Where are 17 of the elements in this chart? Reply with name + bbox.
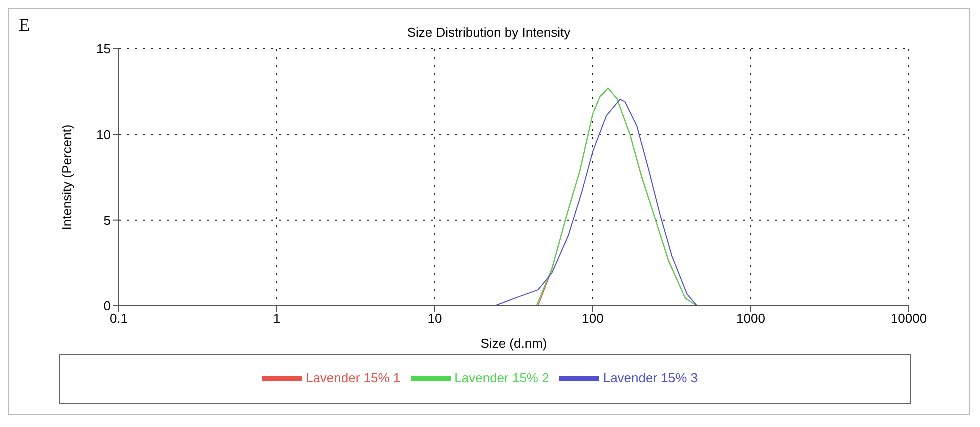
y-tick-label: 15 [96,42,111,57]
legend-label: Lavender 15% 1 [306,370,401,386]
y-tick-label: 10 [96,127,111,142]
x-tick-label: 1 [273,311,281,326]
x-tick-label: 0.1 [110,311,128,326]
legend-label: Lavender 15% 2 [454,370,550,386]
x-axis-title: Size (d.nm) [480,336,548,351]
y-tick-label: 0 [104,298,111,314]
x-tick-label: 100 [582,311,604,326]
x-tick-label: 10000 [890,311,928,326]
y-axis-title: Intensity (Percent) [60,124,75,230]
text: E [19,15,30,36]
y-tick-label: 5 [104,212,111,228]
x-tick-label: 1000 [736,311,766,326]
legend-label: Lavender 15% 3 [603,370,698,386]
x-tick-label: 10 [428,311,442,326]
chart-title: Size Distribution by Intensity [407,25,571,40]
